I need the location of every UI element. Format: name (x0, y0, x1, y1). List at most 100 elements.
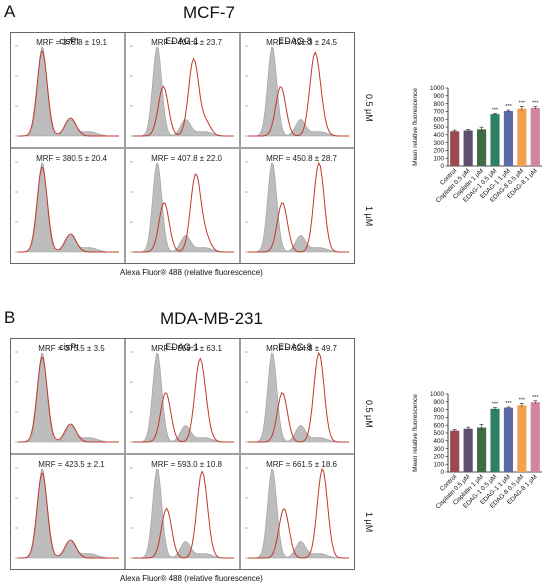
column-title-cispt: cisPt (59, 36, 79, 46)
bar (477, 427, 487, 472)
panel-letter: A (4, 2, 16, 21)
bar (477, 129, 487, 166)
y-tick-label: 900 (433, 93, 444, 100)
mrf-label: MRF = 624.8 ± 49.7 (266, 344, 337, 353)
bar (450, 131, 460, 166)
mrf-label: MRF = 380.5 ± 20.4 (36, 154, 107, 163)
x-axis-label: Alexa Fluor® 488 (relative fluorescence) (120, 574, 263, 583)
significance-marker: *** (532, 395, 539, 401)
mrf-label: MRF = 423.5 ± 2.1 (38, 460, 105, 469)
treated-histogram (248, 351, 349, 443)
bar (490, 408, 500, 472)
treated-histogram (133, 173, 234, 253)
x-axis-label: Alexa Fluor® 488 (relative fluorescence) (120, 268, 263, 277)
bar (450, 430, 460, 472)
y-tick-label: 1000 (430, 85, 445, 92)
bar-chart-b: Mean relative fluorescence 0 100 200 300 400 5… (408, 386, 550, 546)
mrf-label: MRF = 593.0 ± 10.8 (151, 460, 222, 469)
control-histogram (248, 352, 349, 443)
y-tick-label: 700 (433, 415, 444, 422)
row-label-1um: 1 μM (364, 512, 374, 533)
significance-marker: *** (492, 107, 499, 113)
control-histogram (18, 352, 119, 443)
column-title-edag1: EDAG-1 (165, 342, 199, 352)
mrf-label: MRF = 559.3 ± 63.1 (151, 344, 222, 353)
histogram-grid-svg: MRF = 375.5 ± 3.5 MRF = 559.3 ± 63.1 MRF =… (10, 338, 355, 570)
control-histogram (18, 46, 119, 137)
control-histogram (133, 162, 234, 253)
treated-histogram (18, 50, 119, 137)
bar (530, 107, 540, 166)
histogram-grid-svg: MRF = 375.8 ± 19.1 MRF = 404.8 ± 23.7 MRF … (10, 32, 355, 264)
histogram-cell-0-2: MRF = 624.8 ± 49.7 (240, 338, 355, 454)
row-label-1um: 1 μM (364, 206, 374, 227)
mrf-label: MRF = 375.8 ± 19.1 (36, 38, 107, 47)
treated-histogram (18, 356, 119, 443)
bar (503, 111, 513, 166)
histogram-cell-1-0: MRF = 423.5 ± 2.1 (10, 454, 125, 570)
significance-marker: *** (519, 100, 526, 106)
histogram-grid: MRF = 375.5 ± 3.5 MRF = 559.3 ± 63.1 MRF =… (10, 338, 355, 570)
significance-marker: *** (532, 101, 539, 107)
y-tick-label: 500 (433, 124, 444, 131)
y-axis-label: Mean relative fluorescence (412, 394, 419, 472)
histogram-cell-1-1: MRF = 407.8 ± 22.0 (125, 148, 240, 264)
column-title-edag1: EDAG-1 (165, 36, 199, 46)
control-histogram (18, 468, 119, 559)
y-tick-label: 400 (433, 132, 444, 139)
control-histogram (18, 162, 119, 253)
histogram-cell-0-1: MRF = 559.3 ± 63.1 (125, 338, 240, 454)
bar-chart-a-svg: Mean relative fluorescence 01002003004005… (412, 85, 542, 204)
y-tick-label: 0 (440, 163, 444, 170)
panel-title: MDA-MB-231 (160, 309, 263, 328)
control-histogram (248, 46, 349, 137)
control-histogram (248, 468, 349, 559)
y-tick-label: 400 (433, 438, 444, 445)
significance-marker: *** (505, 104, 512, 110)
bar (517, 108, 527, 166)
bar (530, 402, 540, 472)
y-tick-label: 200 (433, 454, 444, 461)
histogram-cell-1-0: MRF = 380.5 ± 20.4 (10, 148, 125, 264)
mrf-label: MRF = 421.3 ± 24.5 (266, 38, 337, 47)
row-label-0-5um: 0.5 μM (364, 94, 374, 122)
panel-letter: B (4, 308, 16, 327)
y-tick-label: 300 (433, 446, 444, 453)
treated-histogram (133, 57, 234, 137)
y-tick-label: 1000 (430, 391, 445, 398)
y-tick-label: 500 (433, 430, 444, 437)
bar (463, 428, 473, 472)
panel-b: B MDA-MB-231 cisPt EDAG-1 EDAG-8 MRF = 3… (0, 306, 550, 588)
control-histogram (133, 46, 234, 137)
significance-marker: *** (519, 397, 526, 403)
y-tick-label: 700 (433, 109, 444, 116)
column-title-cispt: cisPt (59, 342, 79, 352)
y-tick-label: 300 (433, 140, 444, 147)
panel-title: MCF-7 (183, 3, 235, 22)
y-tick-label: 200 (433, 148, 444, 155)
histogram-cell-0-1: MRF = 404.8 ± 23.7 (125, 32, 240, 148)
y-tick-label: 600 (433, 116, 444, 123)
mrf-label: MRF = 404.8 ± 23.7 (151, 38, 222, 47)
y-tick-label: 900 (433, 399, 444, 406)
y-tick-label: 800 (433, 101, 444, 108)
bar-chart-b-svg: Mean relative fluorescence 01002003004005… (412, 391, 542, 510)
treated-histogram (248, 161, 349, 253)
histogram-cell-0-0: MRF = 375.8 ± 19.1 (10, 32, 125, 148)
treated-histogram (133, 357, 234, 443)
significance-marker: *** (492, 401, 499, 407)
y-tick-label: 800 (433, 407, 444, 414)
control-histogram (133, 468, 234, 559)
column-title-edag8: EDAG-8 (278, 36, 312, 46)
bar-chart-a: Mean relative fluorescence 0 100 200 300 400 5… (408, 80, 550, 240)
treated-histogram (248, 51, 349, 137)
treated-histogram (248, 467, 349, 559)
treated-histogram (18, 166, 119, 253)
y-tick-label: 600 (433, 422, 444, 429)
bar (490, 114, 500, 166)
histogram-cell-0-0: MRF = 375.5 ± 3.5 (10, 338, 125, 454)
bar (503, 407, 513, 472)
mrf-label: MRF = 407.8 ± 22.0 (151, 154, 222, 163)
y-tick-label: 0 (440, 469, 444, 476)
mrf-label: MRF = 450.8 ± 28.7 (266, 154, 337, 163)
